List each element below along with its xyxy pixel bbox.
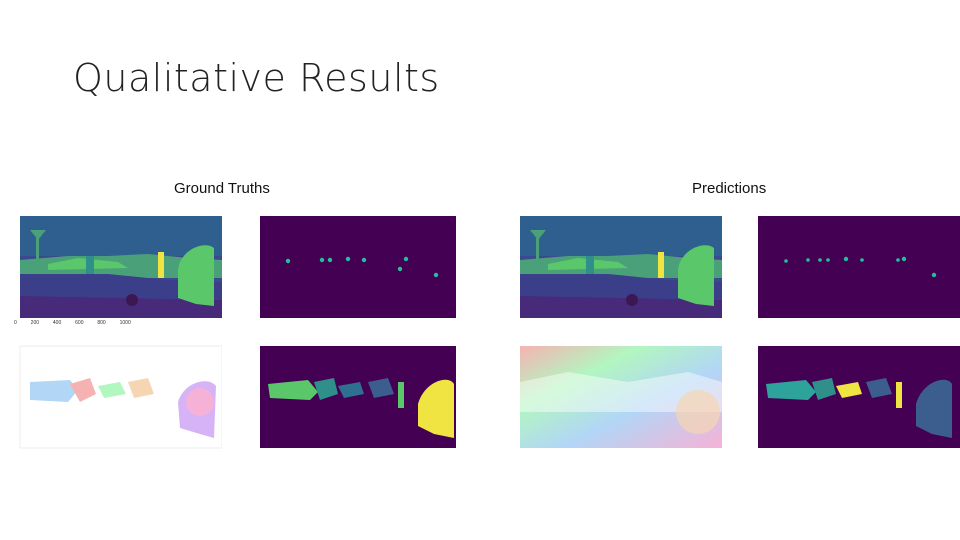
offset-gt-panel <box>8 342 222 458</box>
slide-title: Qualitative Results <box>73 56 440 100</box>
center-pred-panel <box>746 212 960 328</box>
center-gt-panel <box>248 212 462 328</box>
semantic-pred-panel <box>508 212 722 328</box>
instance-gt-panel <box>248 342 462 458</box>
instance-pred-panel <box>746 342 960 458</box>
x-axis-ticks: 0 200 400 600 800 1000 <box>14 320 131 326</box>
ground-truths-label: Ground Truths <box>174 180 270 197</box>
semantic-gt-panel: 0 200 400 600 800 1000 <box>8 212 222 328</box>
offset-pred-panel <box>508 342 722 458</box>
predictions-label: Predictions <box>692 180 767 197</box>
